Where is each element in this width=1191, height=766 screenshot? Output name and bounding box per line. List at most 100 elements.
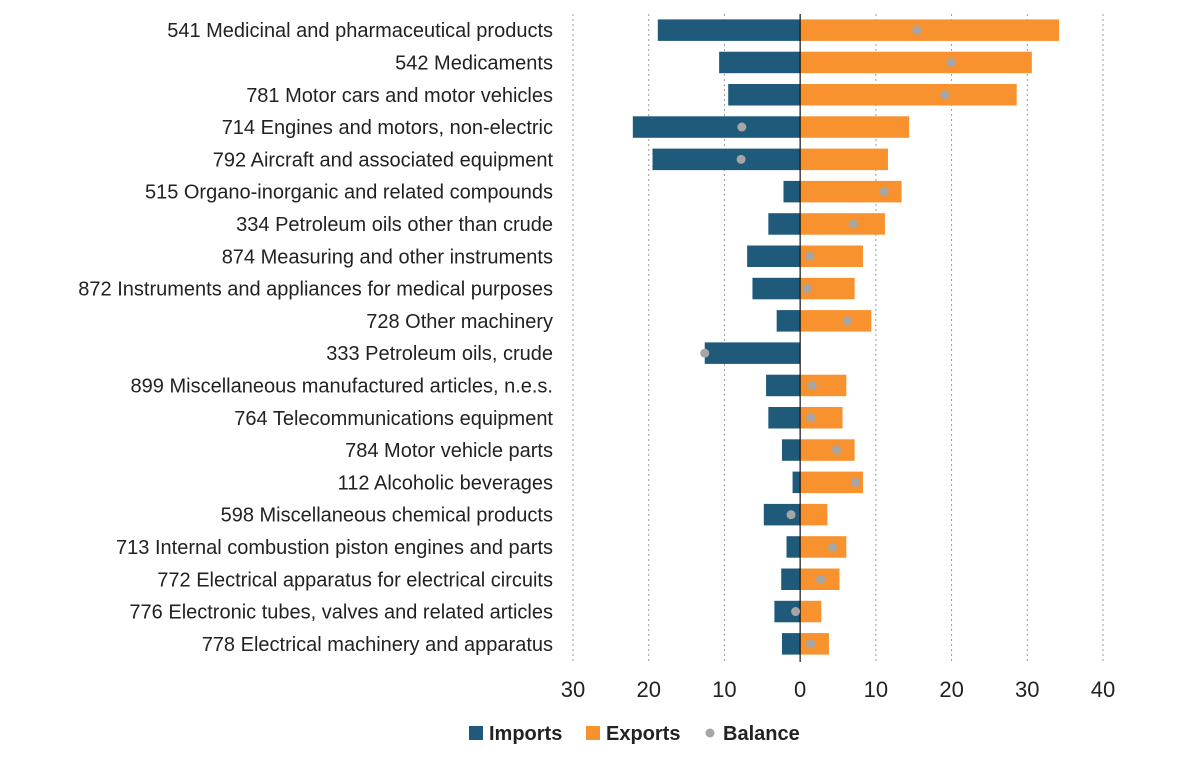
balance-dot (700, 348, 710, 358)
category-label: 598 Miscellaneous chemical products (221, 505, 553, 527)
exports-bar (800, 439, 855, 461)
exports-bar (800, 84, 1017, 106)
balance-dot (940, 90, 950, 100)
imports-bar (792, 471, 801, 494)
legend-label: Imports (489, 723, 562, 745)
balance-dot (842, 316, 852, 326)
imports-bar (763, 503, 801, 526)
category-label: 515 Organo-inorganic and related compoun… (145, 182, 553, 204)
balance-dot (946, 57, 956, 67)
exports-bar (800, 180, 902, 203)
category-label: 728 Other machinery (366, 311, 553, 333)
legend-item-imports: Imports (469, 723, 562, 745)
x-tick-label: 20 (939, 677, 963, 702)
exports-bar (800, 536, 847, 558)
x-tick-label: 20 (636, 677, 660, 702)
category-label: 792 Aircraft and associated equipment (213, 149, 554, 171)
x-axis-tick-labels: 30 20 10 0 10 20 30 40 (561, 677, 1115, 702)
balance-dot (791, 607, 801, 617)
legend-swatch (469, 726, 483, 740)
x-tick-label: 30 (561, 677, 585, 702)
balance-dot (802, 284, 812, 294)
legend-item-balance: Balance (705, 723, 800, 745)
exports-bar (800, 19, 1060, 41)
exports-bar (800, 471, 863, 494)
category-label: 784 Motor vehicle parts (345, 440, 553, 462)
category-label: 112 Alcoholic beverages (338, 472, 553, 494)
legend-swatch (705, 728, 715, 738)
imports-bar (766, 374, 801, 397)
imports-bar (632, 116, 801, 138)
balance-dot (848, 219, 858, 229)
legend: Imports Exports Balance (469, 723, 800, 745)
category-label: 713 Internal combustion piston engines a… (116, 537, 553, 559)
x-tick-label: 40 (1091, 677, 1115, 702)
balance-dots (700, 25, 956, 649)
x-tick-label: 10 (712, 677, 736, 702)
balance-dot (786, 510, 796, 520)
exports-bar (800, 116, 910, 138)
imports-bar (728, 84, 801, 106)
legend-label: Exports (606, 723, 680, 745)
x-tick-label: 30 (1015, 677, 1039, 702)
category-label: 776 Electronic tubes, valves and related… (129, 602, 553, 624)
category-label: 872 Instruments and appliances for medic… (78, 279, 553, 301)
balance-dot (736, 154, 746, 164)
imports-bar (783, 180, 801, 203)
imports-bar (752, 277, 801, 300)
category-label: 874 Measuring and other instruments (222, 246, 553, 268)
exports-bar (800, 600, 822, 623)
category-label: 899 Miscellaneous manufactured articles,… (131, 375, 553, 397)
balance-dot (816, 574, 826, 584)
imports-bar (768, 213, 801, 235)
imports-bar (719, 51, 801, 74)
balance-dot (806, 413, 816, 423)
exports-bar (800, 148, 888, 171)
category-label: 764 Telecommunications equipment (234, 408, 553, 430)
imports-bar (781, 568, 801, 590)
imports-bar (774, 600, 801, 623)
legend-swatch (586, 726, 600, 740)
exports-bar (800, 51, 1032, 74)
category-label: 334 Petroleum oils other than crude (236, 214, 553, 236)
balance-dot (828, 542, 838, 552)
balance-dot (879, 187, 889, 197)
category-label: 714 Engines and motors, non-electric (222, 117, 553, 139)
balance-dot (850, 477, 860, 487)
exports-bar (800, 407, 843, 429)
balance-dot (807, 380, 817, 390)
balance-dot (912, 25, 922, 35)
x-tick-label: 0 (794, 677, 806, 702)
bars (632, 19, 1060, 655)
imports-bar (652, 148, 801, 171)
category-labels: 541 Medicinal and pharmaceutical product… (78, 20, 553, 656)
category-label: 541 Medicinal and pharmaceutical product… (167, 20, 553, 42)
imports-bar (768, 407, 801, 429)
imports-bar (786, 536, 801, 558)
balance-dot (831, 445, 841, 455)
exports-bar (800, 310, 872, 332)
category-label: 772 Electrical apparatus for electrical … (157, 569, 553, 591)
imports-bar (776, 310, 801, 332)
grid-lines (572, 14, 1104, 662)
legend-label: Balance (723, 723, 800, 745)
imports-bar (781, 439, 801, 461)
legend-item-exports: Exports (586, 723, 680, 745)
x-tick-label: 10 (864, 677, 888, 702)
exports-bar (800, 245, 863, 267)
category-label: 778 Electrical machinery and apparatus (202, 634, 553, 656)
category-label: 333 Petroleum oils, crude (326, 343, 553, 365)
balance-dot (806, 639, 816, 649)
imports-bar (747, 245, 801, 267)
imports-bar (781, 633, 801, 655)
exports-bar (800, 213, 885, 235)
exports-bar (800, 503, 828, 526)
exports-bar (800, 374, 847, 397)
imports-bar (657, 19, 801, 41)
category-label: 542 Medicaments (395, 52, 553, 74)
category-label: 781 Motor cars and motor vehicles (246, 85, 553, 107)
balance-dot (737, 122, 747, 132)
balance-dot (805, 251, 815, 261)
